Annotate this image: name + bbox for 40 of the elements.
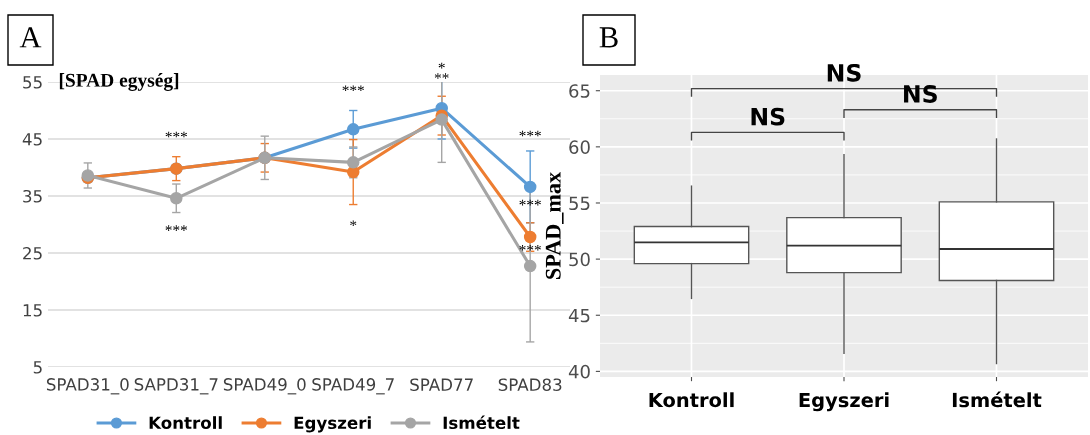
x-tick-label: SPAD83	[498, 378, 562, 392]
annotation: ***	[165, 225, 188, 231]
annotation: NS	[904, 85, 937, 103]
annotation: ***	[519, 244, 541, 251]
annotation: *	[350, 220, 357, 227]
y-axis-title: [SPAD egység]	[59, 73, 179, 91]
y-axis-title: SPAD_max	[545, 172, 564, 279]
y-tick-label: 5	[33, 361, 42, 374]
annotation: ***	[519, 130, 541, 137]
x-tick-label: SPAD49_0	[223, 378, 306, 395]
x-tick-label: Egyszeri	[799, 392, 889, 412]
y-tick-label: 40	[568, 364, 590, 379]
annotation: NS	[751, 107, 785, 126]
y-tick-label: 65	[569, 84, 590, 98]
x-tick-label: SPAD31_0	[46, 378, 129, 395]
y-tick-label: 45	[568, 308, 590, 323]
y-tick-label: 60	[569, 140, 590, 154]
x-tick-label: Ismételt	[952, 391, 1042, 408]
y-tick-label: 50	[569, 252, 590, 267]
y-tick-label: 15	[23, 304, 42, 317]
x-tick-label: SAPD31_7	[134, 378, 218, 395]
x-tick-label: Kontroll	[649, 392, 734, 408]
annotation: **	[434, 73, 449, 79]
legend-label: Egyszeri	[294, 416, 371, 433]
legend-label: Kontroll	[149, 416, 222, 430]
legend-label: Ismételt	[443, 415, 520, 430]
annotation: ***	[165, 131, 188, 138]
text: A	[19, 27, 42, 48]
annotation: ***	[342, 85, 364, 92]
y-tick-label: 45	[22, 133, 42, 146]
y-tick-label: 25	[23, 246, 42, 260]
annotation: *	[438, 62, 445, 69]
y-tick-label: 55	[569, 196, 590, 211]
y-tick-label: 35	[23, 189, 42, 203]
annotation: NS	[827, 63, 861, 82]
annotation: ***	[519, 199, 541, 206]
y-tick-label: 55	[23, 76, 42, 89]
x-tick-label: SPAD49_7	[312, 378, 394, 395]
x-tick-label: SPAD77	[410, 378, 473, 392]
text: B	[599, 27, 618, 48]
